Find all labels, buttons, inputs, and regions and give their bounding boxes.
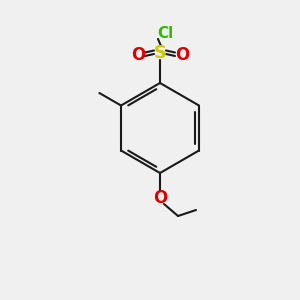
Text: O: O bbox=[131, 46, 145, 64]
Text: O: O bbox=[153, 189, 167, 207]
Text: S: S bbox=[154, 44, 166, 62]
Text: Cl: Cl bbox=[157, 26, 173, 40]
Text: O: O bbox=[175, 46, 189, 64]
